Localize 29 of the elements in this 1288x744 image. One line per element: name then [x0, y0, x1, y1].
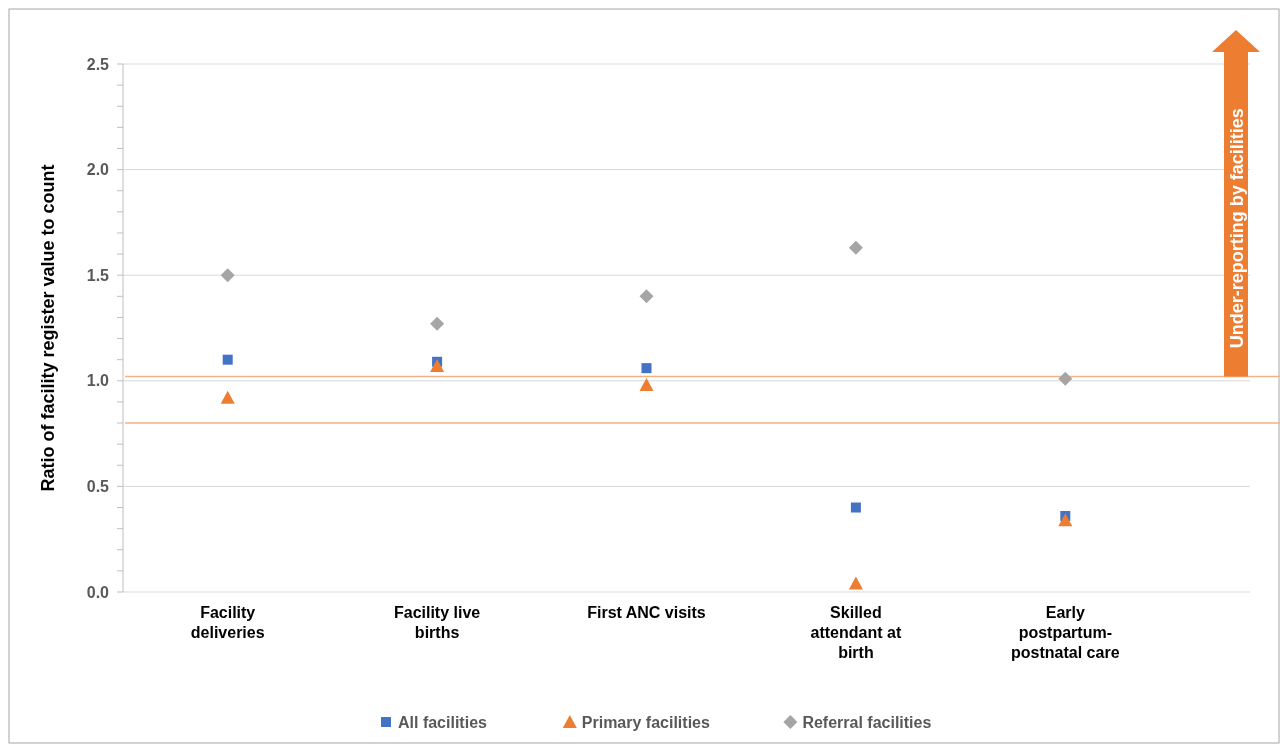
y-axis-title: Ratio of facility register value to count: [38, 164, 58, 492]
point: [641, 363, 652, 374]
x-tick-label: Skilled attendant at birth: [810, 604, 902, 661]
y-tick-label: 2.5: [86, 55, 110, 73]
y-tick-label: 0.5: [86, 478, 110, 495]
x-tick-label: Early postpartum-postnatal care: [1011, 604, 1120, 661]
point: [1058, 513, 1073, 527]
y-tick-label: 2.0: [86, 161, 110, 179]
point: [848, 576, 863, 590]
y-tick-label: 1.0: [86, 372, 110, 390]
y-tick-label: 0.0: [86, 583, 110, 601]
legend-label: All facilities: [398, 713, 488, 731]
x-tick-label: Facility live births: [393, 604, 481, 641]
point: [220, 390, 235, 404]
point: [848, 240, 863, 255]
x-tick-label: First ANC visits: [587, 604, 706, 621]
point: [639, 289, 654, 304]
y-tick-label: 1.5: [86, 266, 110, 284]
point: [222, 354, 233, 365]
point: [850, 502, 861, 513]
point: [430, 316, 445, 331]
annotation: Under-reporting by facilities: [1227, 108, 1247, 349]
x-tick-label: Facility deliveries: [190, 604, 265, 641]
point: [1058, 371, 1073, 386]
point: [430, 359, 445, 373]
point: [639, 378, 654, 392]
point: [220, 268, 235, 283]
legend-label: Primary facilities: [581, 713, 710, 731]
legend-label: Referral facilities: [802, 713, 932, 731]
